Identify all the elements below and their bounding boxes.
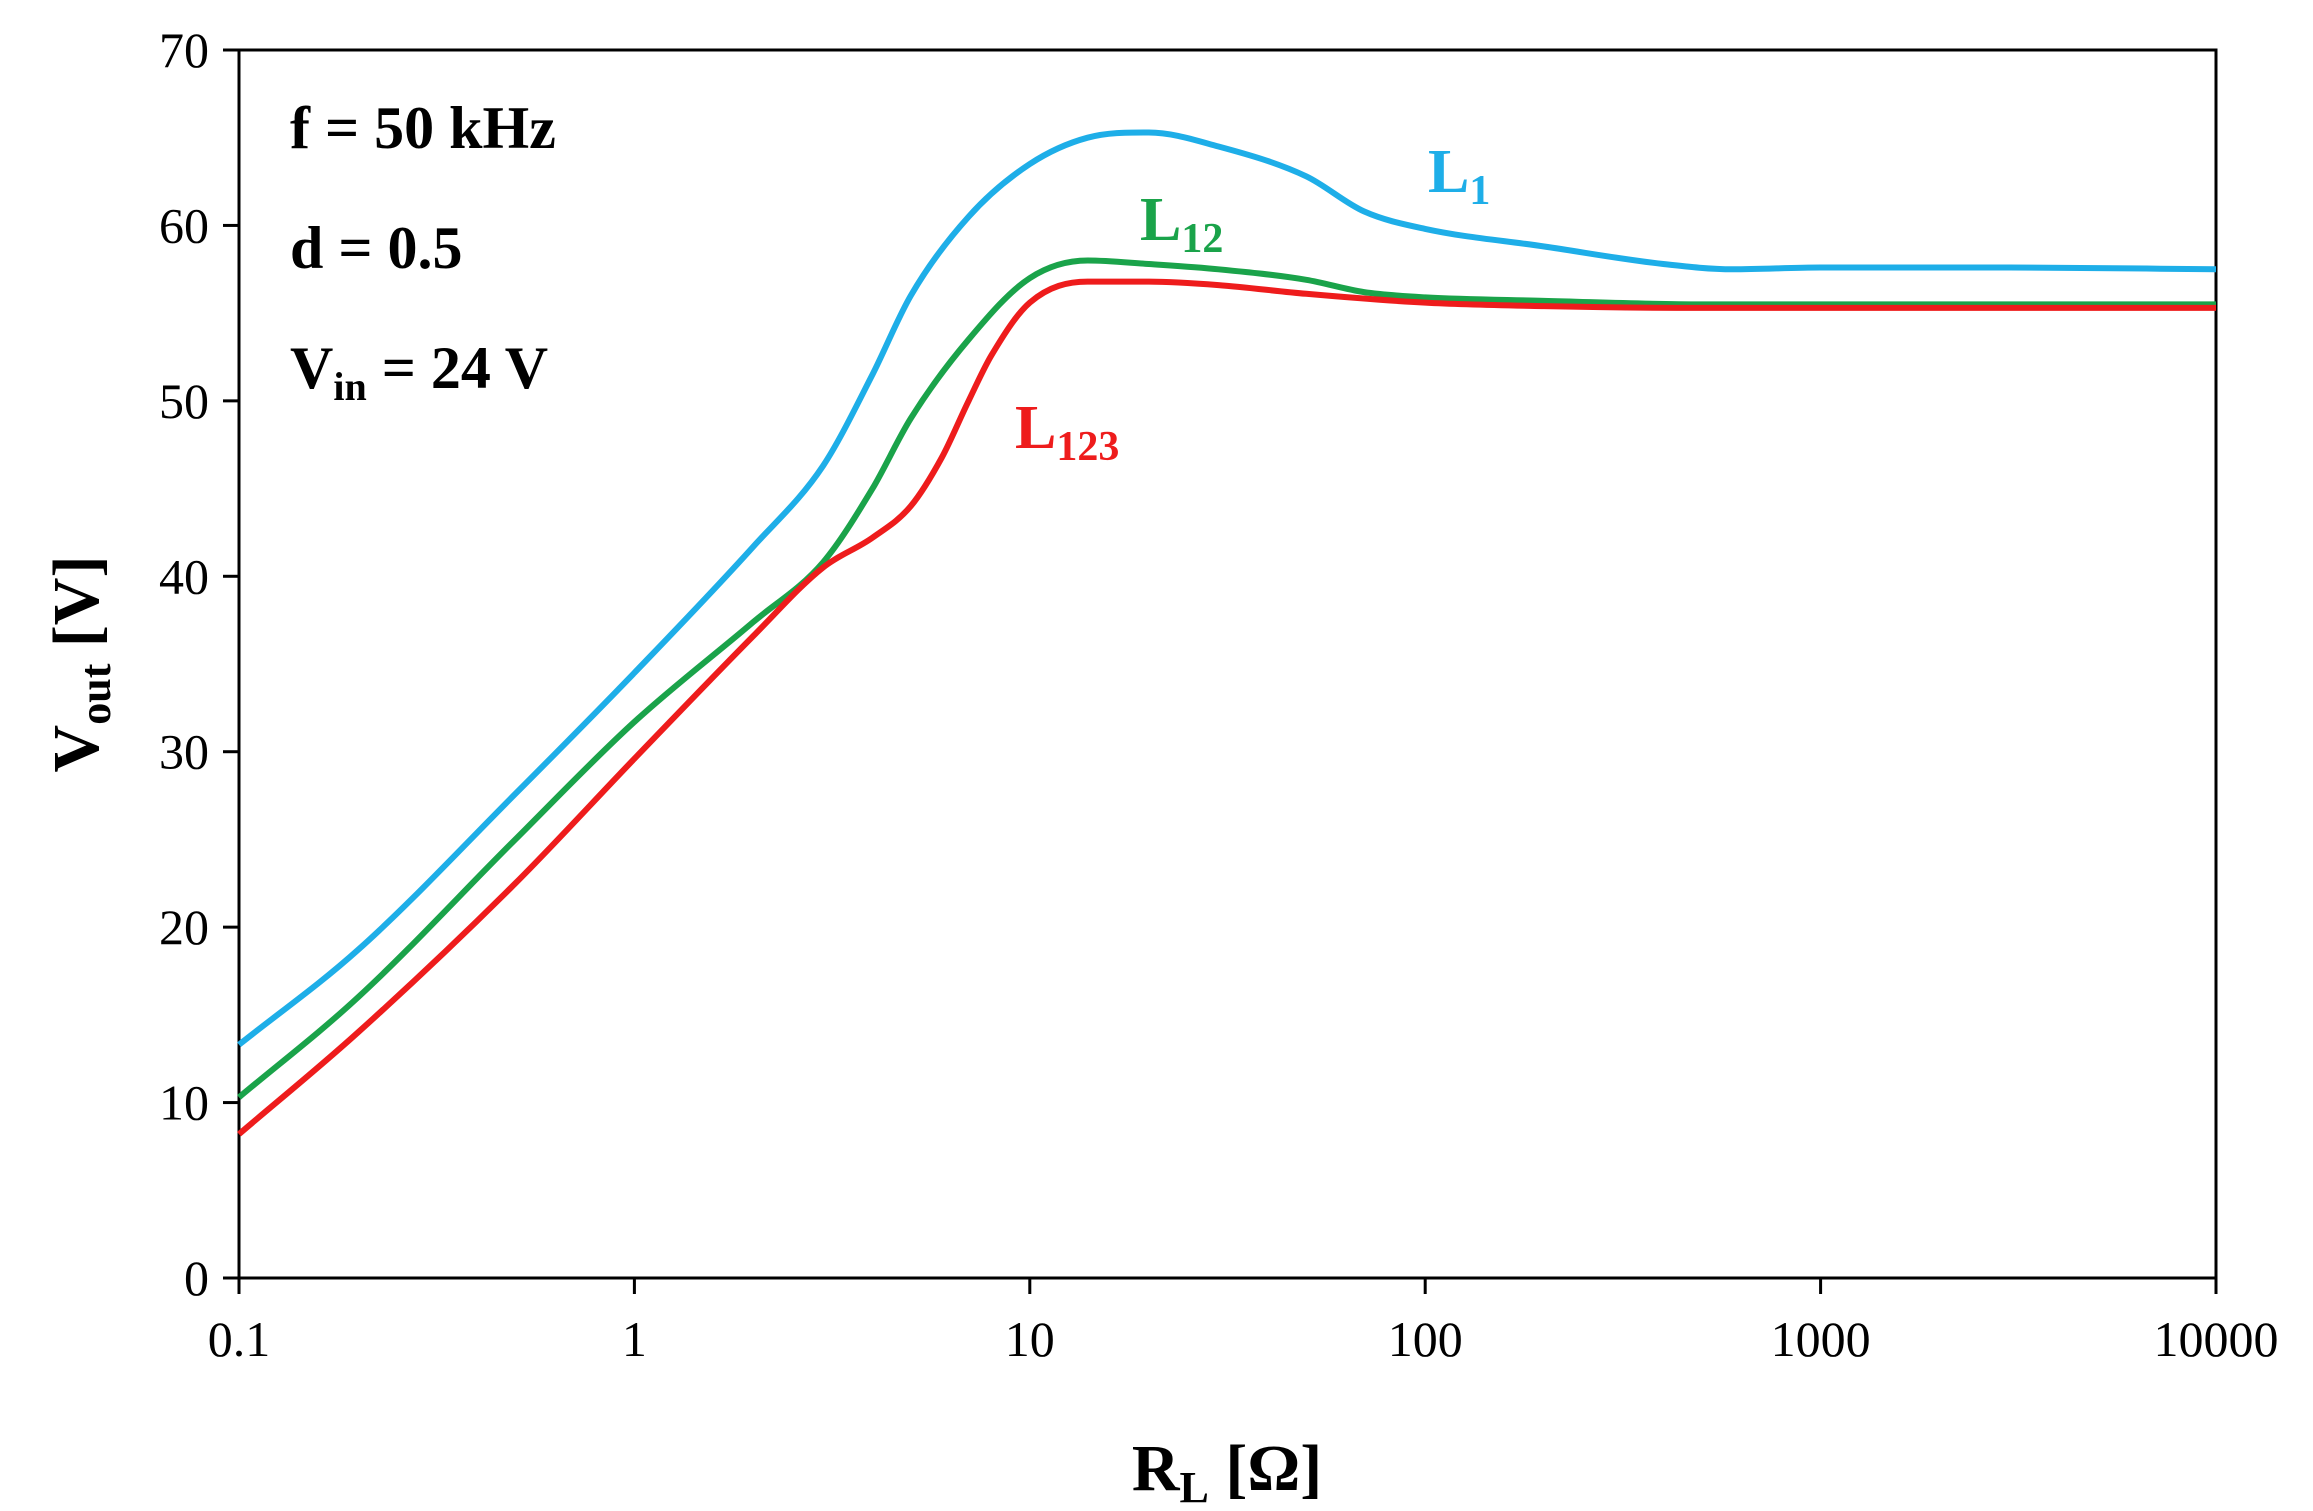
series-lines [237, 129, 2217, 1137]
series-label-l123-sub: 123 [1056, 424, 1119, 470]
series-label-l12: L12 [1140, 186, 1223, 262]
series-line-l123 [237, 278, 2216, 1137]
x-axis-title: RL [Ω] [1132, 1432, 1322, 1511]
x-axis-title-sub: L [1180, 1463, 1209, 1511]
annotation-vin-main: V [290, 335, 333, 401]
y-tick-label: 30 [159, 724, 209, 780]
x-tick-label: 0.1 [208, 1311, 271, 1367]
y-axis-title: Vout [V] [40, 556, 120, 773]
series-label-l123: L123 [1015, 394, 1119, 470]
series-label-l123-main: L [1015, 394, 1056, 462]
y-axis-title-unit: [V] [40, 556, 113, 664]
series-line-l12 [237, 257, 2216, 1100]
plot-area-frame [237, 48, 2218, 1280]
annotation-vin-rest: = 24 V [367, 335, 548, 401]
annotation-duty-text: d = 0.5 [290, 215, 463, 281]
x-tick-label: 10 [1005, 1311, 1055, 1367]
x-axis-title-main: R [1132, 1432, 1181, 1505]
x-tick-label: 1000 [1771, 1311, 1871, 1367]
y-axis: 0 10 20 30 40 50 60 70 [159, 22, 239, 1306]
x-axis: 0.1 1 10 100 1000 10000 [208, 1278, 2279, 1367]
annotation-vin-sub: in [333, 364, 366, 409]
y-axis-title-sub: out [71, 663, 120, 724]
x-tick-label: 1 [622, 1311, 647, 1367]
series-label-l1-sub: 1 [1469, 168, 1490, 214]
series-label-l12-main: L [1140, 186, 1181, 254]
y-tick-label: 40 [159, 548, 209, 604]
series-line-l1 [237, 129, 2217, 1048]
x-tick-label: 100 [1388, 1311, 1463, 1367]
x-axis-title-unit: [Ω] [1209, 1432, 1322, 1505]
y-tick-label: 20 [159, 899, 209, 955]
y-axis-title-main: V [40, 725, 113, 773]
y-tick-label: 60 [159, 197, 209, 253]
y-tick-label: 70 [159, 22, 209, 78]
series-label-l1-main: L [1428, 138, 1469, 206]
y-tick-label: 50 [159, 373, 209, 429]
series-label-l12-sub: 12 [1181, 216, 1223, 262]
y-tick-label: 10 [159, 1075, 209, 1131]
annotation-vin: Vin = 24 V [290, 335, 548, 409]
annotation-duty: d = 0.5 [290, 215, 463, 281]
annotation-frequency: f = 50 kHz [290, 95, 556, 161]
x-tick-label: 10000 [2154, 1311, 2279, 1367]
y-tick-label: 0 [184, 1250, 209, 1306]
annotation-frequency-text: f = 50 kHz [290, 95, 556, 161]
series-label-l1: L1 [1428, 138, 1490, 214]
